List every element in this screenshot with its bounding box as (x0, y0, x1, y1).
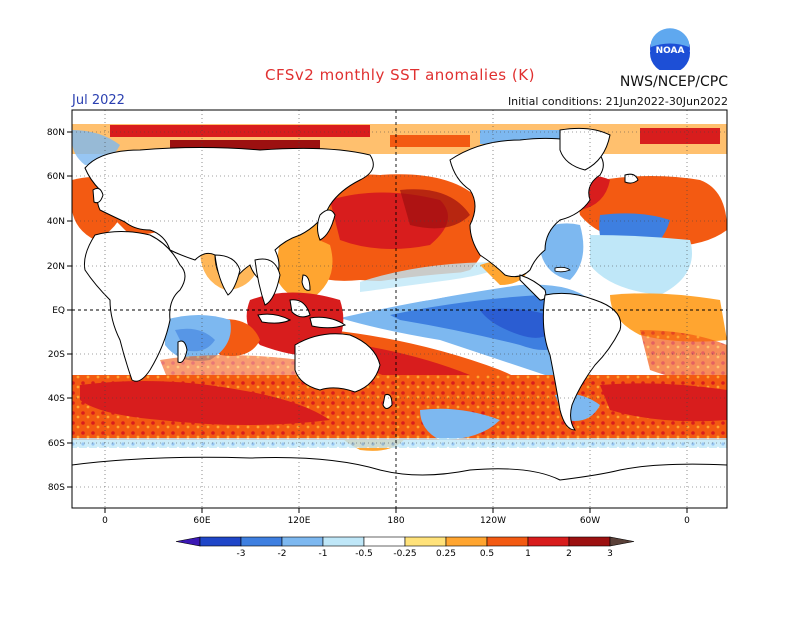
colorbar-swatch (322, 536, 365, 547)
lon-label: 120W (480, 516, 506, 526)
colorbar-label: -1 (319, 549, 328, 559)
lon-label: 120E (288, 516, 311, 526)
lat-label: 20S (48, 350, 65, 360)
initial-conditions: Initial conditions: 21Jun2022-30Jun2022 (507, 95, 728, 108)
land-eurasia (84, 147, 374, 291)
lat-label: 80N (47, 128, 65, 138)
colorbar-swatch (199, 536, 242, 547)
colorbar-label: -2 (278, 549, 287, 559)
lat-label: 60S (48, 439, 65, 449)
colorbar-label: 1 (525, 549, 531, 559)
colorbar-swatch (486, 536, 529, 547)
colorbar-swatch (240, 536, 283, 547)
lat-label: 60N (47, 172, 65, 182)
colorbar-swatch (281, 536, 324, 547)
map-title: CFSv2 monthly SST anomalies (K) (265, 66, 535, 84)
lat-label: 40S (48, 394, 65, 404)
colorbar-swatch (404, 536, 447, 547)
colorbar-label: 0.5 (480, 549, 494, 559)
colorbar-swatch (363, 536, 406, 547)
forecast-month: Jul 2022 (72, 93, 125, 108)
lat-label: 80S (48, 483, 65, 493)
lat-label: 20N (47, 262, 65, 272)
noaa-logo: NOAA (650, 28, 690, 70)
land-south-america (542, 292, 622, 431)
colorbar-end-high (609, 536, 635, 547)
colorbar-swatch (568, 536, 611, 547)
colorbar-swatch (527, 536, 570, 547)
colorbar-label: -3 (237, 549, 246, 559)
colorbar-label: 3 (607, 549, 613, 559)
colorbar-swatch (445, 536, 488, 547)
colorbar-end-low (175, 536, 201, 547)
lon-label: 60W (580, 516, 600, 526)
lat-label: EQ (52, 306, 65, 316)
agency-label: NWS/NCEP/CPC (619, 74, 728, 90)
lon-label: 0 (684, 516, 690, 526)
land-antarctica (72, 456, 727, 508)
lon-label: 0 (102, 516, 108, 526)
colorbar-label: 2 (566, 549, 572, 559)
colorbar: -3 -2 -1 -0.5 -0.25 0.25 0.5 1 2 3 (175, 536, 635, 559)
noaa-logo-text: NOAA (656, 46, 685, 56)
lat-label: 40N (47, 217, 65, 227)
colorbar-label: -0.25 (393, 549, 416, 559)
lon-label: 180 (387, 516, 404, 526)
land-australia (294, 333, 381, 393)
lon-label: 60E (193, 516, 210, 526)
map-frame (71, 109, 728, 509)
land-africa (84, 231, 186, 382)
colorbar-label: 0.25 (436, 549, 456, 559)
colorbar-label: -0.5 (355, 549, 373, 559)
